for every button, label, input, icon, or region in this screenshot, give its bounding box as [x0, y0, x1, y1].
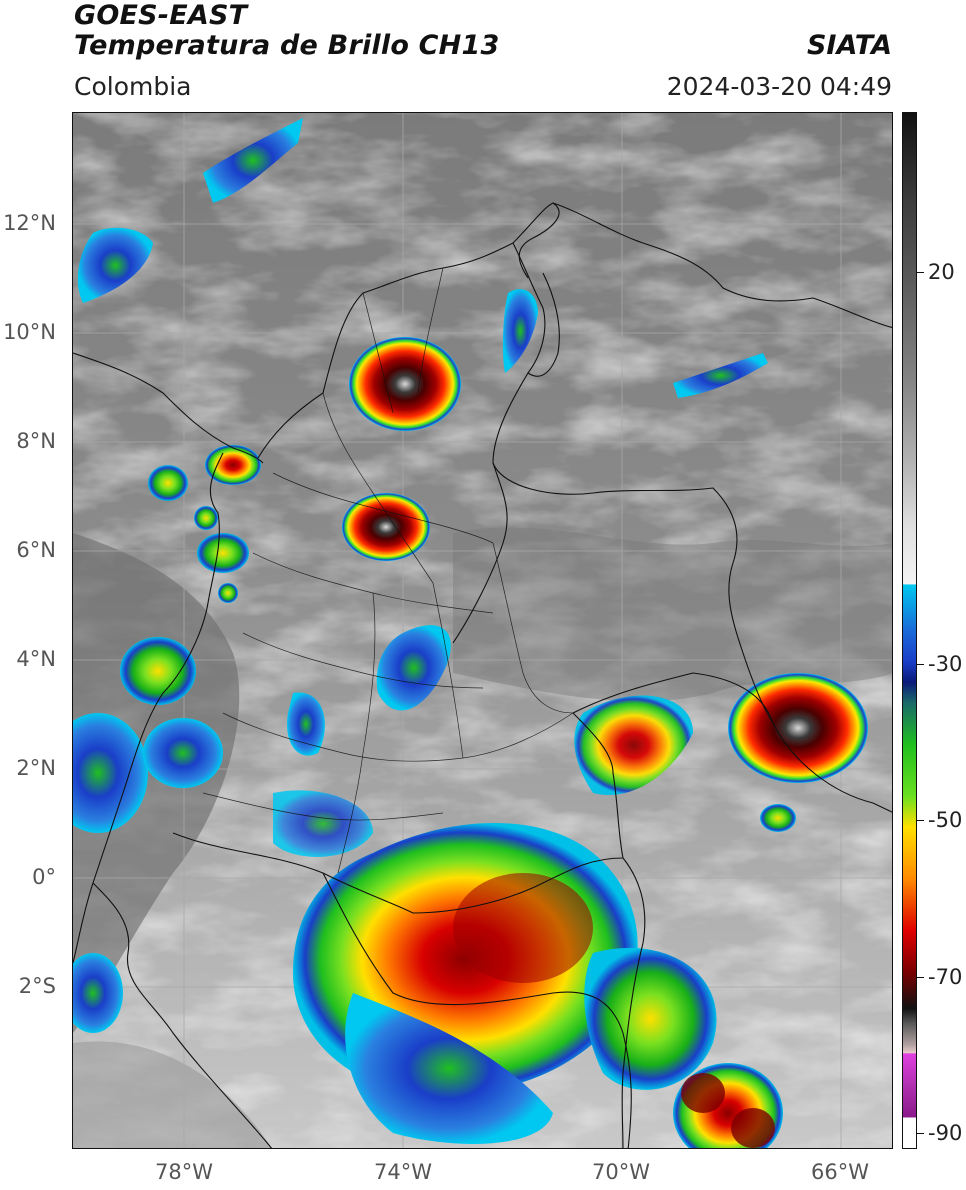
storm-cell	[760, 804, 796, 832]
peru-brazil-border	[622, 1032, 632, 1148]
colorbar-tick	[917, 977, 924, 978]
storm-cell	[203, 118, 303, 203]
lon-label-70w: 70°W	[592, 1160, 650, 1184]
storm-cell	[574, 695, 693, 795]
storm-cell	[287, 692, 325, 756]
ecuador-coastline	[92, 882, 273, 1148]
region-label: Colombia	[74, 72, 192, 101]
product-title: Temperatura de Brillo CH13	[74, 30, 500, 61]
storm-cell	[728, 673, 868, 783]
colombia-brazil-border	[572, 712, 646, 1148]
datetime-label: 2024-03-20 04:49	[666, 72, 892, 101]
lat-label-10n: 10°N	[3, 320, 56, 344]
storm-core	[681, 1073, 725, 1113]
colombia-venezuela-border-west	[452, 462, 508, 644]
brightness-temperature-map	[72, 112, 893, 1149]
storm-cell	[148, 465, 188, 501]
venezuela-coastline	[552, 202, 892, 329]
convective-systems	[73, 118, 868, 1148]
department-boundaries	[202, 267, 574, 874]
lat-label-6n: 6°N	[16, 538, 56, 562]
venezuela-brazil-border	[572, 672, 892, 813]
colombia-peru-border	[172, 832, 624, 914]
lat-label-2s: 2°S	[18, 974, 56, 998]
storm-cell	[77, 227, 153, 303]
storm-cell	[376, 625, 451, 711]
pacific-coastline	[73, 452, 224, 964]
storm-core	[731, 1108, 775, 1148]
storm-cell	[502, 289, 538, 373]
satellite-title: GOES-EAST	[74, 0, 248, 31]
lon-label-78w: 78°W	[155, 1160, 213, 1184]
panama-coastline	[73, 352, 264, 464]
storm-cell	[342, 493, 430, 561]
llanos-dark-region	[453, 527, 892, 702]
caribbean-coastline	[257, 202, 560, 459]
colorbar-tick	[917, 1133, 924, 1134]
storm-cell	[194, 506, 218, 530]
lon-label-66w: 66°W	[811, 1160, 869, 1184]
storm-cell	[120, 637, 196, 705]
storm-cell	[584, 947, 717, 1090]
lat-label-4n: 4°N	[16, 647, 56, 671]
lat-label-8n: 8°N	[16, 429, 56, 453]
colorbar-label-minus70: -70	[928, 965, 963, 989]
colorbar-tick	[917, 820, 924, 821]
storm-cell	[349, 337, 461, 431]
ecuador-peru-border	[322, 872, 624, 1034]
organization-label: SIATA	[806, 30, 892, 61]
colorbar-label-minus90: -90	[928, 1121, 963, 1145]
southwest-light-region	[73, 1041, 272, 1148]
storm-cell	[73, 953, 123, 1033]
storm-core	[453, 873, 593, 983]
colorbar-tick	[917, 664, 924, 665]
storm-cell	[205, 445, 261, 485]
storm-cell	[197, 533, 249, 573]
storm-cell	[218, 583, 238, 603]
storm-cell	[345, 993, 553, 1144]
colorbar-label-minus30: -30	[928, 652, 963, 676]
lat-label-2n: 2°N	[16, 756, 56, 780]
temperature-colorbar	[902, 112, 917, 1149]
lat-label-0: 0°	[32, 865, 56, 889]
lon-label-74w: 74°W	[374, 1160, 432, 1184]
storm-cell	[273, 790, 373, 857]
colorbar-label-minus50: -50	[928, 808, 963, 832]
storm-cell	[143, 718, 223, 788]
boundaries	[73, 202, 892, 1148]
pacific-dark-region	[73, 533, 240, 1033]
colorbar-tick	[917, 272, 924, 273]
lat-label-12n: 12°N	[3, 211, 56, 235]
colorbar-label-20: 20	[928, 260, 955, 284]
storm-cell	[73, 713, 148, 833]
storm-cell	[673, 353, 768, 398]
